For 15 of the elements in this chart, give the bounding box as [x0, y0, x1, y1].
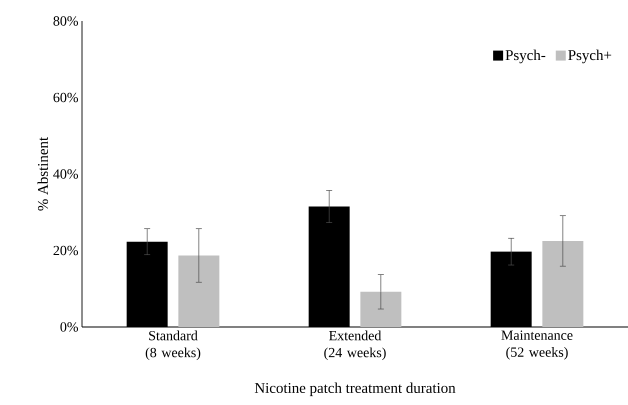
y-tick-label: 80%	[53, 16, 78, 26]
y-tick-label: 20%	[54, 246, 78, 256]
y-tick-label: 60%	[54, 92, 78, 102]
y-tick-label: 0%	[60, 322, 78, 332]
bar	[360, 292, 402, 327]
x-tick-label: Standard (8 weeks)	[146, 330, 200, 360]
bar	[178, 255, 220, 327]
x-tick-label: Extended (24 weeks)	[324, 330, 386, 360]
x-tick-label: Maintenance (52 weeks)	[501, 330, 573, 360]
legend-label: Psych+	[568, 50, 612, 64]
bar	[542, 240, 584, 327]
x-axis-title: Nicotine patch treatment duration	[254, 382, 456, 396]
y-axis-title: % Abstinent	[38, 136, 48, 211]
y-tick-label: 40%	[53, 169, 78, 179]
legend-label: Psych-	[506, 50, 546, 64]
